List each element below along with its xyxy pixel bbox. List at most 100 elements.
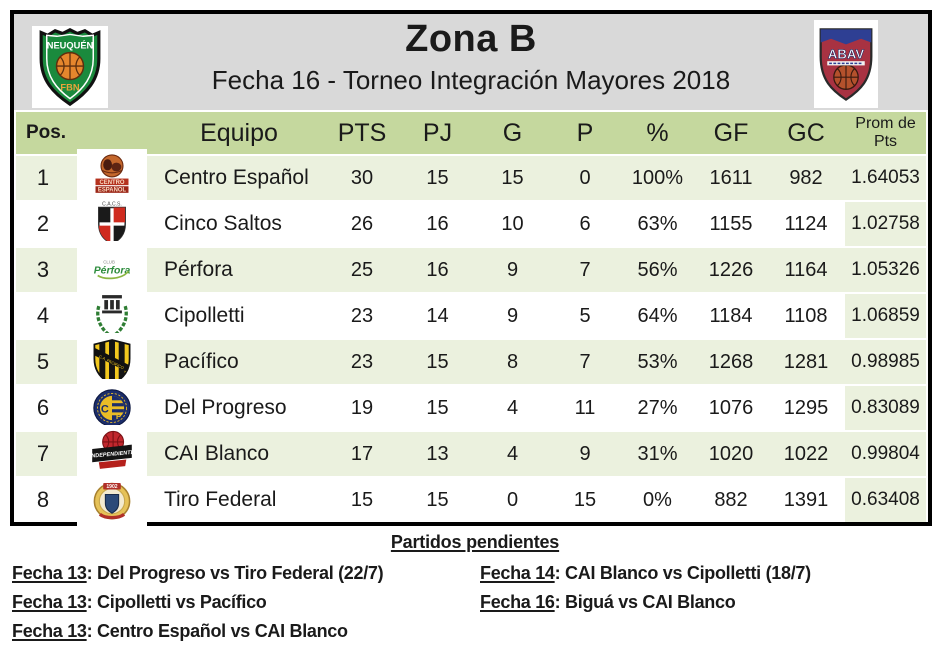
pending-title: Partidos pendientes (390, 532, 560, 552)
col-gc: GC (787, 118, 825, 147)
prom-cell: 0.63408 (845, 478, 926, 522)
col-badge-spacer (70, 112, 154, 154)
tiro-federal-badge-icon: 1902 (77, 471, 147, 529)
pct-cell: 56% (637, 258, 678, 281)
neuquen-fbn-logo-icon: NEUQUÉN FBN (32, 26, 108, 108)
badge-cell: C.A.C.S. (70, 195, 154, 253)
pj-cell: 15 (426, 488, 449, 511)
table-header-row: Pos. Equipo PTS PJ G P % GF GC Prom de P… (14, 110, 928, 154)
badge-cell: INDEPENDIENTE (70, 425, 154, 483)
table-row: 8 1902 Tiro Federal 15 15 0 15 0% (14, 471, 928, 529)
fixture-match: : Del Progreso vs Tiro Federal (22/7) (86, 563, 384, 583)
gf-cell: 1155 (709, 212, 753, 235)
fixture-match: : Cipolletti vs Pacífico (86, 592, 267, 612)
prom-cell: 1.05326 (845, 248, 926, 292)
fixture-item: Fecha 16: Biguá vs CAI Blanco (480, 588, 950, 617)
table-row: 7 INDEPENDIENTE CAI Blanco 17 13 4 9 31% (14, 425, 928, 483)
position-cell: 1 (36, 165, 50, 190)
pts-cell: 26 (350, 212, 374, 235)
gf-cell: 1611 (709, 166, 753, 189)
prom-cell: 0.83089 (845, 386, 926, 430)
pts-cell: 17 (350, 442, 374, 465)
prom-cell: 0.99804 (845, 432, 926, 476)
tournament-subtitle: Fecha 16 - Torneo Integración Mayores 20… (211, 65, 731, 95)
g-cell: 9 (506, 258, 519, 281)
team-name: Tiro Federal (164, 488, 277, 511)
pts-cell: 15 (350, 488, 374, 511)
prom-cell: 1.06859 (845, 294, 926, 338)
badge-cell: C.A. PACIFICO (70, 333, 154, 391)
pct-cell: 27% (637, 396, 678, 419)
standings-board: NEUQUÉN FBN Zona B Fecha 16 - Torneo Int… (10, 10, 932, 529)
svg-text:CLUB: CLUB (103, 259, 115, 264)
title-strip: NEUQUÉN FBN Zona B Fecha 16 - Torneo Int… (14, 14, 928, 110)
pct-cell: 63% (637, 212, 678, 235)
p-cell: 7 (579, 258, 591, 281)
gc-cell: 1295 (783, 396, 829, 419)
pct-cell: 100% (631, 166, 684, 189)
badge-cell (70, 287, 154, 345)
position-cell: 2 (36, 211, 50, 236)
svg-text:FBN: FBN (60, 82, 79, 92)
svg-text:CENTRO: CENTRO (99, 180, 124, 186)
team-name: Cinco Saltos (164, 212, 282, 235)
gf-cell: 1020 (708, 442, 754, 465)
pct-cell: 0% (643, 488, 672, 511)
gc-cell: 1164 (784, 258, 828, 281)
col-pts: PTS (337, 118, 387, 147)
table-row: 6 C P (14, 379, 928, 437)
pts-cell: 30 (350, 166, 374, 189)
col-pos: Pos. (25, 122, 67, 143)
g-cell: 9 (506, 304, 519, 327)
team-name: Del Progreso (164, 396, 287, 419)
position-cell: 5 (36, 349, 50, 374)
table-row: 3 CLUB Pérfora Pérfora 25 16 9 7 56% 122… (14, 241, 928, 299)
badge-cell: CENTRO ESPAÑOL (70, 149, 154, 207)
gc-cell: 1108 (784, 304, 828, 327)
col-g: G (502, 118, 523, 147)
fixture-date-label: Fecha 13 (12, 563, 87, 583)
pj-cell: 13 (426, 442, 449, 465)
team-name: Pacífico (164, 350, 239, 373)
gf-cell: 1076 (708, 396, 754, 419)
team-name: Centro Español (164, 166, 309, 189)
svg-text:ABAV: ABAV (828, 46, 864, 61)
fixture-match: : Biguá vs CAI Blanco (554, 592, 736, 612)
fixture-date-label: Fecha 13 (12, 592, 87, 612)
fixture-item: Fecha 14: CAI Blanco vs Cipolletti (18/7… (480, 559, 950, 588)
col-equipo: Equipo (200, 118, 278, 147)
position-cell: 3 (36, 257, 50, 282)
gc-cell: 1124 (784, 212, 828, 235)
position-cell: 4 (36, 303, 50, 328)
abav-logo-icon: ABAV (814, 20, 878, 108)
pj-cell: 15 (426, 396, 449, 419)
p-cell: 9 (579, 442, 591, 465)
g-cell: 10 (501, 212, 524, 235)
p-cell: 15 (573, 488, 597, 511)
gc-cell: 982 (789, 166, 823, 189)
p-cell: 11 (574, 396, 596, 419)
p-cell: 6 (579, 212, 591, 235)
team-name: CAI Blanco (164, 442, 270, 465)
prom-cell: 1.02758 (845, 202, 926, 246)
position-cell: 8 (36, 487, 50, 512)
fixture-date-label: Fecha 13 (12, 621, 87, 641)
pct-cell: 31% (637, 442, 678, 465)
svg-text:Pérfora: Pérfora (94, 265, 131, 276)
svg-text:INDEPENDIENTE: INDEPENDIENTE (90, 450, 134, 460)
pts-cell: 19 (350, 396, 374, 419)
zone-title: Zona B (405, 18, 537, 60)
pj-cell: 15 (426, 350, 449, 373)
gc-cell: 1281 (783, 350, 829, 373)
p-cell: 0 (579, 166, 591, 189)
fixture-date-label: Fecha 16 (480, 592, 555, 612)
pj-cell: 15 (426, 166, 449, 189)
pj-cell: 14 (426, 304, 449, 327)
table-row: 5 C.A. PACIFICO (14, 333, 928, 391)
p-cell: 7 (579, 350, 591, 373)
badge-cell: C P (70, 379, 154, 437)
prom-cell: 0.98985 (845, 340, 926, 384)
badge-cell: 1902 (70, 471, 154, 529)
prom-cell: 1.64053 (845, 156, 926, 200)
